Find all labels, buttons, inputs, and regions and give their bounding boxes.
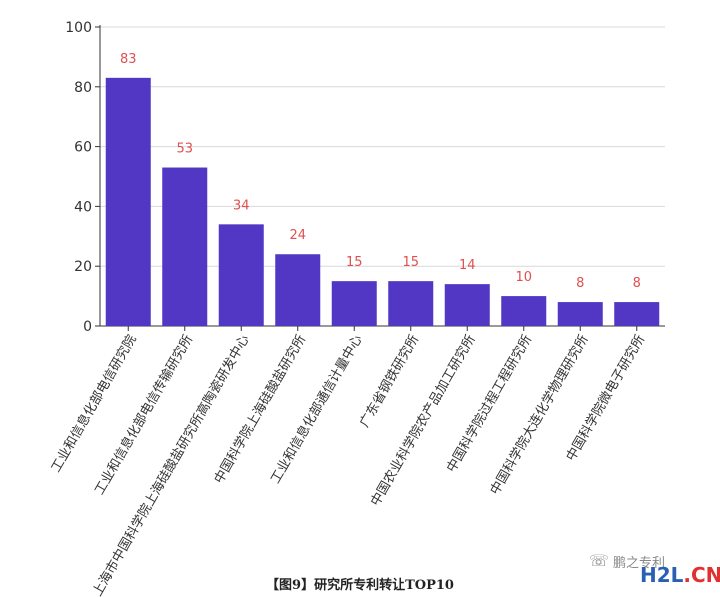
y-tick-labels: 0 20 40 60 80 100 bbox=[65, 20, 92, 335]
bars bbox=[105, 77, 660, 326]
y-tick-label: 0 bbox=[83, 319, 92, 335]
y-tick-label: 60 bbox=[74, 140, 92, 156]
y-tick-label: 80 bbox=[74, 80, 92, 96]
bar bbox=[162, 167, 208, 326]
x-tick-label: 工业和信息化部电信传输研究所 bbox=[91, 332, 196, 498]
bar bbox=[105, 77, 151, 326]
data-labels: 83 53 34 24 15 15 14 10 8 8 bbox=[120, 52, 641, 291]
data-label: 83 bbox=[120, 52, 137, 67]
data-label: 8 bbox=[576, 276, 584, 291]
data-label: 24 bbox=[289, 228, 306, 243]
bar bbox=[444, 284, 490, 326]
data-label: 8 bbox=[633, 276, 641, 291]
chart-caption: 【图9】研究所专利转让TOP10 bbox=[266, 578, 454, 593]
x-tick-label: 广东省钢铁研究所 bbox=[357, 333, 422, 431]
y-tick-label: 100 bbox=[65, 20, 92, 36]
bar bbox=[275, 254, 321, 326]
x-tick-labels: 工业和信息化部电信研究院工业和信息化部电信传输研究所上海市中国科学院上海硅酸盐研… bbox=[48, 332, 648, 597]
bar bbox=[501, 296, 547, 326]
y-tick-label: 20 bbox=[74, 259, 92, 275]
bar bbox=[218, 224, 264, 326]
data-label: 15 bbox=[346, 255, 363, 270]
data-label: 53 bbox=[176, 142, 193, 157]
bar bbox=[388, 281, 434, 326]
x-tick-label: 中国农业科学院农产品加工研究所 bbox=[367, 332, 478, 509]
bar bbox=[614, 302, 660, 326]
watermark-logo-cn: .CN bbox=[683, 563, 720, 587]
data-label: 34 bbox=[233, 198, 250, 213]
wechat-icon: ☏ bbox=[589, 551, 610, 570]
x-tick-label: 中国科学院大连化学物理研究所 bbox=[487, 332, 592, 498]
watermark-logo: H2L.CN bbox=[640, 563, 720, 587]
watermark-text: 鹏之专利 bbox=[613, 556, 666, 571]
watermark-logo-h2l: H2L bbox=[640, 563, 684, 587]
data-label: 10 bbox=[515, 270, 532, 285]
bar bbox=[331, 281, 377, 326]
data-label: 14 bbox=[459, 258, 476, 273]
bar bbox=[557, 302, 603, 326]
y-tick-label: 40 bbox=[74, 199, 92, 215]
data-label: 15 bbox=[402, 255, 419, 270]
